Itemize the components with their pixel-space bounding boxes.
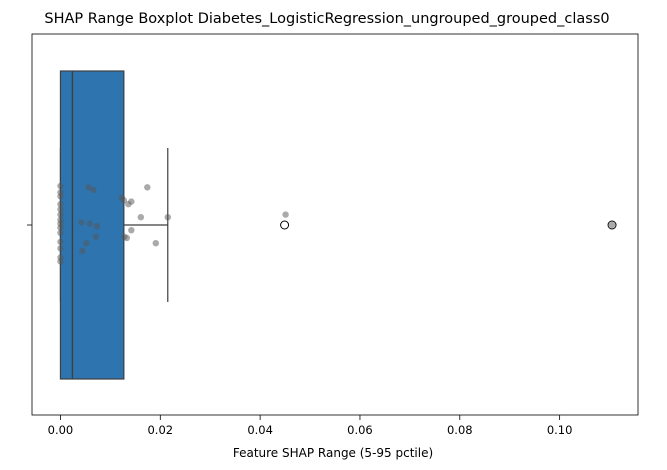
plot-frame (31, 33, 639, 416)
data-point (57, 229, 64, 236)
data-point (120, 197, 128, 204)
x-axis-label: Feature SHAP Range (5-95 pctile) (233, 446, 433, 460)
data-point (164, 214, 171, 221)
data-point (79, 247, 86, 255)
data-point (128, 227, 135, 234)
data-point (57, 201, 64, 208)
data-point (123, 234, 131, 242)
outlier-marker (607, 220, 617, 230)
x-tick-label: 0.10 (547, 423, 573, 437)
data-point (152, 240, 159, 247)
data-point (92, 233, 100, 240)
data-point (137, 214, 145, 221)
data-point (86, 220, 94, 227)
x-tick-label: 0.06 (347, 423, 373, 437)
box-layer (59, 70, 617, 380)
x-tick-label: 0.08 (447, 423, 473, 437)
points-layer (57, 182, 616, 265)
x-tick-label: 0.00 (48, 423, 74, 437)
outlier-marker (280, 220, 290, 230)
data-point (282, 211, 289, 218)
data-point (608, 221, 616, 229)
data-point (144, 184, 151, 191)
data-point (57, 182, 64, 190)
chart-title: SHAP Range Boxplot Diabetes_LogisticRegr… (44, 11, 609, 27)
data-point (57, 245, 64, 252)
data-point (57, 216, 64, 223)
data-point (57, 211, 64, 218)
data-point (57, 238, 64, 246)
data-point (57, 189, 64, 196)
data-point (57, 206, 64, 213)
x-tick-label: 0.04 (247, 423, 273, 437)
data-point (85, 184, 92, 191)
data-point (90, 186, 97, 194)
data-point (83, 240, 90, 247)
data-point (128, 198, 135, 205)
x-tick-label: 0.02 (147, 423, 173, 437)
data-point (93, 223, 101, 230)
x-axis: 0.00 0.02 0.04 0.06 0.08 0.10 (48, 415, 573, 437)
data-point (57, 254, 64, 261)
data-point (78, 219, 85, 226)
